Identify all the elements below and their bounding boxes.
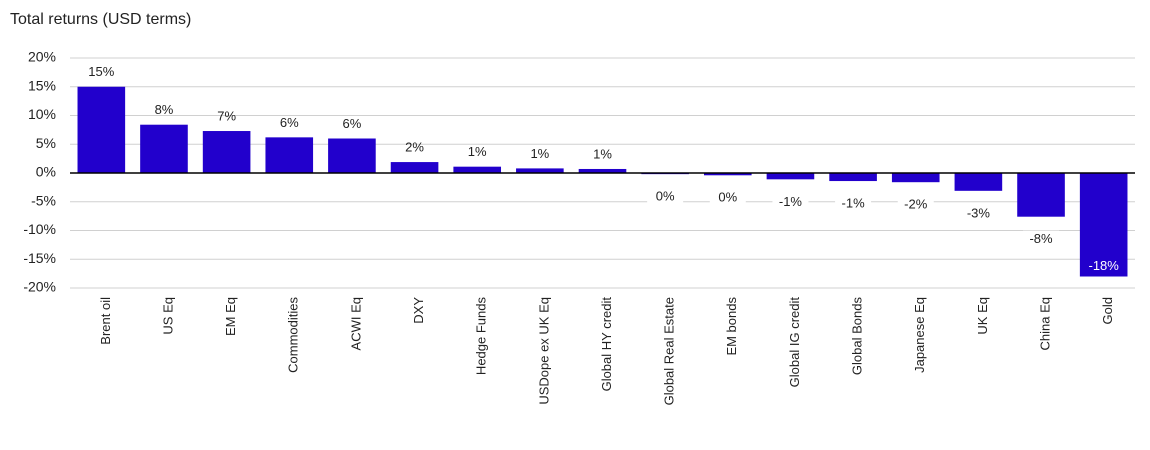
value-label-bg (897, 196, 934, 215)
bar (1079, 173, 1128, 277)
value-label: 1% (530, 146, 549, 161)
value-label-bg (709, 189, 746, 208)
bar (829, 173, 877, 182)
x-tick-label: EM bonds (724, 297, 739, 356)
value-label: -2% (904, 197, 928, 212)
bar (766, 173, 815, 180)
value-label: -1% (779, 194, 803, 209)
value-label: 6% (280, 115, 299, 130)
value-label: 8% (155, 102, 174, 117)
bar (202, 131, 251, 173)
x-tick-label: Global Bonds (850, 297, 865, 376)
value-label: 7% (217, 108, 236, 123)
y-tick-label: 0% (36, 164, 56, 180)
bar (390, 162, 439, 173)
bar (453, 166, 502, 173)
y-tick-label: -15% (23, 250, 56, 266)
value-label: 1% (468, 144, 487, 159)
x-tick-label: Gold (1100, 297, 1115, 324)
x-tick-label: USDope ex UK Eq (536, 297, 551, 405)
bar (328, 138, 376, 173)
x-tick-label: Japanese Eq (912, 297, 927, 373)
bar (703, 173, 752, 176)
value-label: -3% (967, 205, 991, 220)
y-tick-label: -10% (23, 221, 56, 237)
y-tick-label: 10% (28, 106, 56, 122)
bar (516, 168, 564, 173)
value-label: 15% (88, 64, 114, 79)
x-tick-label: China Eq (1037, 297, 1052, 350)
x-tick-label: Hedge Funds (474, 297, 489, 376)
value-label: -8% (1029, 231, 1053, 246)
y-tick-label: 15% (28, 77, 56, 93)
value-label: -1% (842, 195, 866, 210)
x-tick-label: US Eq (160, 297, 175, 335)
value-label: 0% (718, 190, 737, 205)
value-label: 6% (343, 116, 362, 131)
bar (77, 86, 126, 173)
value-label: -18% (1088, 258, 1119, 273)
y-tick-label: 20% (28, 49, 56, 65)
y-tick-label: -20% (23, 279, 56, 295)
x-tick-label: Commodities (286, 297, 301, 373)
bar (140, 124, 188, 173)
x-tick-label: ACWI Eq (348, 297, 363, 350)
bar (1017, 173, 1065, 217)
value-label-bg (772, 193, 809, 212)
value-label-bg (1023, 230, 1060, 249)
chart-title: Total returns (USD terms) (10, 11, 191, 28)
value-label: 1% (593, 146, 612, 161)
x-tick-label: Global Real Estate (662, 297, 677, 405)
value-label-bg (960, 204, 997, 223)
bar (954, 173, 1003, 191)
x-tick-label: EM Eq (223, 297, 238, 336)
value-label-bg (647, 188, 684, 207)
y-tick-label: 5% (36, 135, 56, 151)
y-tick-label: -5% (31, 192, 56, 208)
x-tick-label: Global IG credit (787, 297, 802, 388)
value-label: 2% (405, 140, 424, 155)
bar (265, 137, 314, 173)
x-tick-label: UK Eq (975, 297, 990, 335)
value-label: 0% (656, 189, 675, 204)
x-tick-label: Global HY credit (599, 297, 614, 392)
value-label-bg (835, 195, 872, 214)
x-tick-label: DXY (411, 297, 426, 324)
bar (891, 173, 940, 183)
x-tick-label: Brent oil (98, 297, 113, 345)
bar (578, 168, 627, 173)
